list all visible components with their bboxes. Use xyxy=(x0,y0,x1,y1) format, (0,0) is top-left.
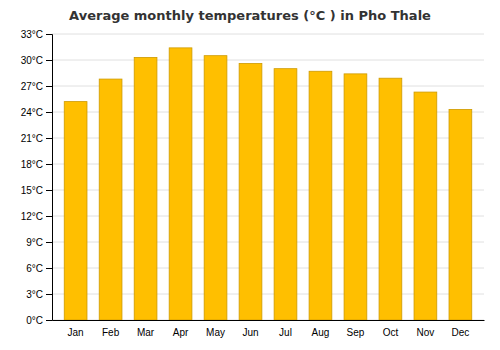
axis-line xyxy=(53,320,485,321)
tick-mark xyxy=(46,138,52,139)
tick-label: Feb xyxy=(102,327,120,338)
tick: 27°C xyxy=(21,81,52,92)
tick: 24°C xyxy=(21,107,52,118)
tick-mark xyxy=(46,320,52,321)
tick-label: 33°C xyxy=(21,29,43,40)
tick-label: 18°C xyxy=(21,159,43,170)
tick-label: Jan xyxy=(68,327,84,338)
grid xyxy=(52,34,484,320)
tick-label: Jul xyxy=(279,327,292,338)
bar xyxy=(309,71,332,320)
tick-mark xyxy=(46,268,52,269)
tick: Mar xyxy=(137,327,155,338)
tick-mark xyxy=(46,164,52,165)
tick-label: Nov xyxy=(417,327,435,338)
tick-label: 9°C xyxy=(26,237,43,248)
tick: Jun xyxy=(242,327,258,338)
tick-mark xyxy=(46,216,52,217)
tick-mark xyxy=(46,242,52,243)
tick: 30°C xyxy=(21,55,52,66)
bars xyxy=(64,48,472,320)
grid-line xyxy=(52,60,484,61)
tick-label: Sep xyxy=(347,327,365,338)
tick: Dec xyxy=(451,327,469,338)
tick-label: 30°C xyxy=(21,55,43,66)
tick-label: 6°C xyxy=(26,263,43,274)
tick: Sep xyxy=(347,327,365,338)
x-axis: Jan Feb Mar Apr May Jun Jul Aug Sep Oct Nov Dec xyxy=(53,321,485,339)
tick: Aug xyxy=(312,327,330,338)
bar xyxy=(64,102,87,320)
axis-line xyxy=(46,35,53,321)
tick-label: 27°C xyxy=(21,81,43,92)
bar xyxy=(134,57,157,320)
tick: 12°C xyxy=(21,211,52,222)
tick-label: Aug xyxy=(312,327,330,338)
tick-label: 21°C xyxy=(21,133,43,144)
bar xyxy=(414,92,437,320)
tick: 6°C xyxy=(26,263,52,274)
tick: 9°C xyxy=(26,237,52,248)
y-axis: 0°C 3°C 6°C 9°C 12°C 15°C 18°C 21°C 24°C 27°C 30°C… xyxy=(21,29,53,326)
tick: Apr xyxy=(173,327,189,338)
tick: Jan xyxy=(68,327,84,338)
tick-label: 0°C xyxy=(26,315,43,326)
tick-label: Mar xyxy=(137,327,155,338)
chart: 0°C 3°C 6°C 9°C 12°C 15°C 18°C 21°C 24°C 27°C 30°C… xyxy=(0,0,500,350)
bar xyxy=(99,79,122,320)
bar xyxy=(274,69,297,320)
tick-mark xyxy=(46,294,52,295)
tick-mark xyxy=(46,34,52,35)
tick-label: 15°C xyxy=(21,185,43,196)
bar xyxy=(449,109,472,320)
bar xyxy=(344,74,367,320)
tick: Nov xyxy=(417,327,435,338)
plot: 0°C 3°C 6°C 9°C 12°C 15°C 18°C 21°C 24°C 27°C 30°C… xyxy=(21,29,485,338)
title: Average monthly temperatures (°C ) in Ph… xyxy=(69,8,431,23)
tick: May xyxy=(206,327,225,338)
tick-mark xyxy=(46,60,52,61)
tick: Feb xyxy=(102,327,120,338)
tick: Jul xyxy=(279,327,292,338)
tick-mark xyxy=(46,190,52,191)
bar xyxy=(204,56,227,320)
tick: Oct xyxy=(383,327,399,338)
grid-line xyxy=(52,34,484,35)
tick: 21°C xyxy=(21,133,52,144)
tick-label: Oct xyxy=(383,327,399,338)
bar xyxy=(239,63,262,320)
tick-label: Apr xyxy=(173,327,189,338)
bar xyxy=(379,78,402,320)
tick-label: Dec xyxy=(451,327,469,338)
tick-mark xyxy=(46,86,52,87)
tick: 33°C xyxy=(21,29,52,40)
tick-mark xyxy=(46,112,52,113)
tick-label: 3°C xyxy=(26,289,43,300)
tick-label: 24°C xyxy=(21,107,43,118)
tick-label: 12°C xyxy=(21,211,43,222)
tick-label: May xyxy=(206,327,225,338)
tick-label: Jun xyxy=(242,327,258,338)
tick: 18°C xyxy=(21,159,52,170)
tick: 15°C xyxy=(21,185,52,196)
tick: 0°C xyxy=(26,315,52,326)
tick: 3°C xyxy=(26,289,52,300)
bar xyxy=(169,48,192,320)
